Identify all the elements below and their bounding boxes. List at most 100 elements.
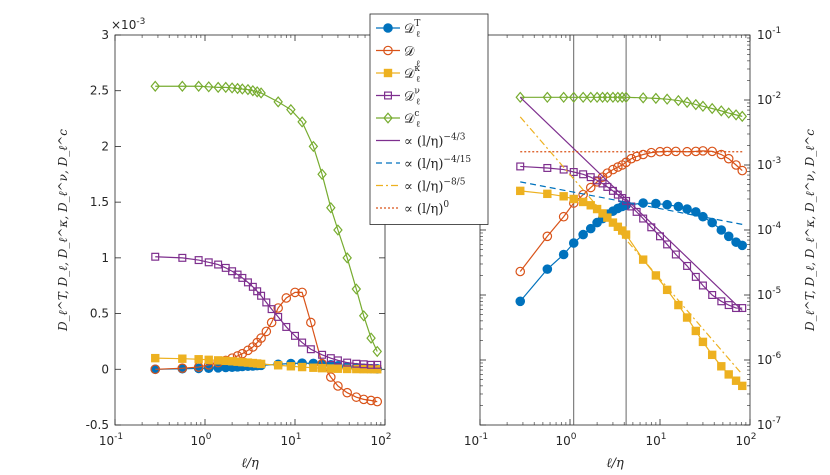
y-tick-label: 3 <box>101 28 109 42</box>
data-point-Dk <box>662 285 672 295</box>
data-point-Dk <box>592 204 602 214</box>
legend-marker-DT <box>383 23 393 33</box>
data-point-Dc <box>691 98 701 111</box>
data-point-Dk <box>151 353 160 363</box>
data-point-Dk <box>178 354 187 363</box>
x-tick-label: 100 <box>190 432 211 448</box>
data-point-Dv <box>569 168 578 177</box>
data-point-Dk <box>342 364 352 374</box>
y-tick-label: 10-4 <box>757 221 782 237</box>
data-point-Dc <box>351 283 362 295</box>
data-point-D <box>177 363 188 373</box>
legend-label-p0: ∝ (l/η)0 <box>404 200 449 217</box>
data-point-Dc <box>617 91 627 104</box>
data-point-Dv <box>691 272 700 281</box>
data-point-Dc <box>673 94 684 107</box>
series-line-D <box>155 291 378 403</box>
y-multiplier-label: ×10-3 <box>111 17 145 32</box>
y-axis-label: D_ℓ^T, D_ℓ, D_ℓ^κ, D_ℓ^ν, D_ℓ^c <box>56 129 70 332</box>
data-point-D <box>256 333 266 343</box>
data-point-Dv <box>333 356 342 365</box>
data-point-Dk <box>682 313 692 322</box>
data-point-Dc <box>662 93 672 105</box>
data-point-Dc <box>515 91 526 104</box>
data-point-Dk <box>691 326 701 336</box>
data-point-Dv <box>282 322 291 331</box>
data-point-D <box>333 381 343 391</box>
data-point-DT <box>673 201 684 212</box>
y-tick-label: 2 <box>101 139 109 153</box>
data-point-Dv <box>579 170 588 179</box>
data-point-Dk <box>674 300 683 310</box>
data-point-Dv <box>655 232 664 241</box>
data-point-D <box>290 287 300 298</box>
data-point-Dk <box>309 363 318 372</box>
data-point-Dv <box>647 223 656 232</box>
data-point-D <box>281 293 292 303</box>
x-tick-label: 10-1 <box>464 432 488 448</box>
data-point-D <box>613 162 623 172</box>
data-point-Dc <box>716 105 727 117</box>
data-point-Dk <box>543 189 552 199</box>
legend-label-Dc: 𝒟c ℓ <box>404 109 420 130</box>
left-panel: 10-1 100 101 102 -0.5 0 0.5 1 1.5 2 2.5 3×10-3 ℓ/η D_… <box>56 17 392 471</box>
y-tick-label: 1 <box>101 251 109 265</box>
data-point-DT <box>585 223 596 234</box>
legend-marker-Dc <box>383 112 393 124</box>
data-point-Dc <box>568 91 579 104</box>
data-point-Dc <box>651 92 661 105</box>
x-tick-label: 101 <box>280 432 301 448</box>
data-point-DT <box>662 199 672 210</box>
series-line-p415 <box>520 181 743 225</box>
data-point-Dv <box>151 252 160 261</box>
data-point-Dk <box>698 337 708 347</box>
data-point-Dc <box>193 80 204 92</box>
series-layer <box>150 80 383 407</box>
data-point-Dv <box>298 338 307 347</box>
data-point-DT <box>716 225 727 235</box>
data-point-Dk <box>621 230 631 239</box>
y-tick-label: 2.5 <box>90 84 109 98</box>
data-point-DT <box>682 204 692 214</box>
data-point-D <box>731 160 741 170</box>
data-point-Dk <box>273 361 283 370</box>
data-point-Dv <box>267 305 276 314</box>
data-point-Dc <box>177 80 188 92</box>
y-tick-label: 10-2 <box>757 91 781 107</box>
data-point-Dc <box>737 110 748 123</box>
data-point-Dc <box>256 87 266 99</box>
data-point-D <box>608 164 618 175</box>
y-tick-label: 10-7 <box>757 416 781 432</box>
y-tick-label: 10-6 <box>757 351 782 367</box>
legend-label-p43: ∝ (l/η)−4/3 <box>404 133 466 150</box>
series-line-p43 <box>519 96 743 311</box>
x-tick-label: 102 <box>370 432 391 448</box>
data-point-D <box>585 182 596 193</box>
data-point-Dk <box>638 255 648 264</box>
x-axis-label: ℓ/η <box>241 456 259 471</box>
data-point-D <box>723 153 734 164</box>
data-point-Dk <box>569 194 578 204</box>
data-point-D <box>515 266 526 277</box>
x-axis-label: ℓ/η <box>606 456 624 471</box>
data-point-Dk <box>326 364 336 373</box>
data-point-Dc <box>297 116 307 128</box>
data-point-Dv <box>243 278 252 287</box>
data-point-Dc <box>317 168 327 181</box>
data-point-Dv <box>178 253 187 262</box>
data-point-Dv <box>262 298 271 307</box>
data-point-D <box>716 149 727 160</box>
data-point-Dk <box>359 364 368 374</box>
data-point-Dc <box>273 96 283 108</box>
data-point-Dv <box>671 250 680 259</box>
legend-label-D: 𝒟ℓ <box>404 45 420 70</box>
data-point-Dk <box>707 350 717 360</box>
data-point-D <box>366 395 376 406</box>
data-point-Dv <box>559 165 568 174</box>
data-point-Dc <box>213 81 223 94</box>
y-tick-label: 0.5 <box>90 307 109 321</box>
data-point-Dv <box>318 350 327 359</box>
series-line-Dv <box>155 256 378 366</box>
y-tick-label: 0 <box>101 362 109 376</box>
